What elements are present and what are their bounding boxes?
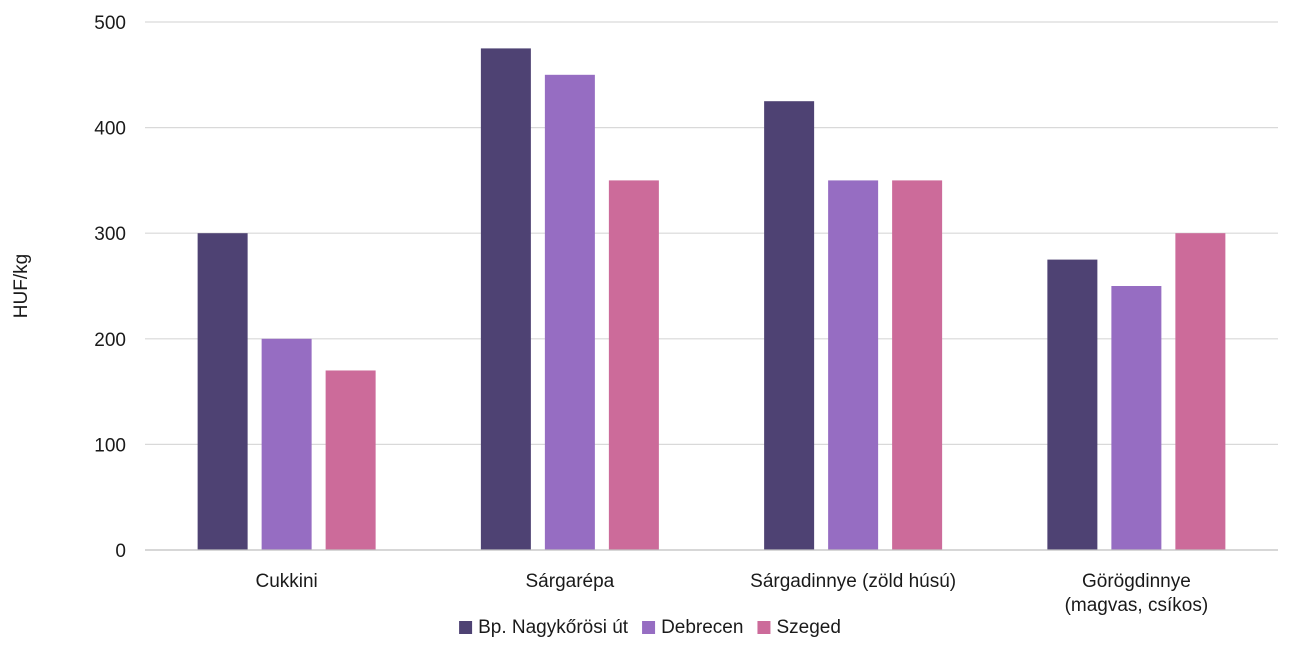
bar [261, 338, 312, 550]
y-tick-label: 300 [94, 224, 126, 245]
x-category-label: Sárgarépa [526, 571, 615, 592]
y-tick-label: 100 [94, 435, 126, 456]
legend-swatch [459, 621, 473, 634]
legend-item: Szeged [757, 617, 841, 638]
legend-item: Bp. Nagykőrösi út [459, 617, 629, 638]
bar [1047, 259, 1098, 550]
legend: Bp. Nagykőrösi út Debrecen Szeged [459, 617, 841, 638]
bar [197, 233, 248, 550]
legend-label: Szeged [776, 617, 840, 638]
bar [1111, 286, 1162, 550]
legend-label: Bp. Nagykőrösi út [478, 617, 629, 638]
legend-item: Debrecen [642, 617, 743, 638]
y-tick-label: 0 [115, 541, 126, 562]
x-category-label: Sárgadinnye (zöld húsú) [750, 571, 956, 592]
bar [764, 101, 815, 550]
bar [892, 180, 943, 550]
y-axis-title: HUF/kg [11, 254, 32, 318]
gridlines [145, 21, 1278, 445]
legend-swatch [757, 621, 771, 634]
x-category-label: (magvas, csíkos) [1065, 595, 1209, 616]
y-tick-label: 200 [94, 330, 126, 351]
y-tick-label: 500 [94, 13, 126, 34]
legend-swatch [642, 621, 656, 634]
bar [1175, 233, 1226, 550]
bar [325, 370, 376, 550]
bar [608, 180, 659, 550]
bar [828, 180, 879, 550]
x-category-label: Görögdinnye [1082, 571, 1191, 592]
y-axis-ticks: 0 100 200 300 400 500 [94, 13, 126, 562]
y-tick-label: 400 [94, 119, 126, 140]
x-category-label: Cukkini [255, 571, 317, 592]
bar [480, 48, 531, 551]
x-axis-categories: Cukkini Sárgarépa Sárgadinnye (zöld húsú) G… [255, 571, 1208, 616]
bar [544, 74, 595, 551]
bars [197, 48, 1226, 551]
legend-label: Debrecen [661, 617, 743, 638]
